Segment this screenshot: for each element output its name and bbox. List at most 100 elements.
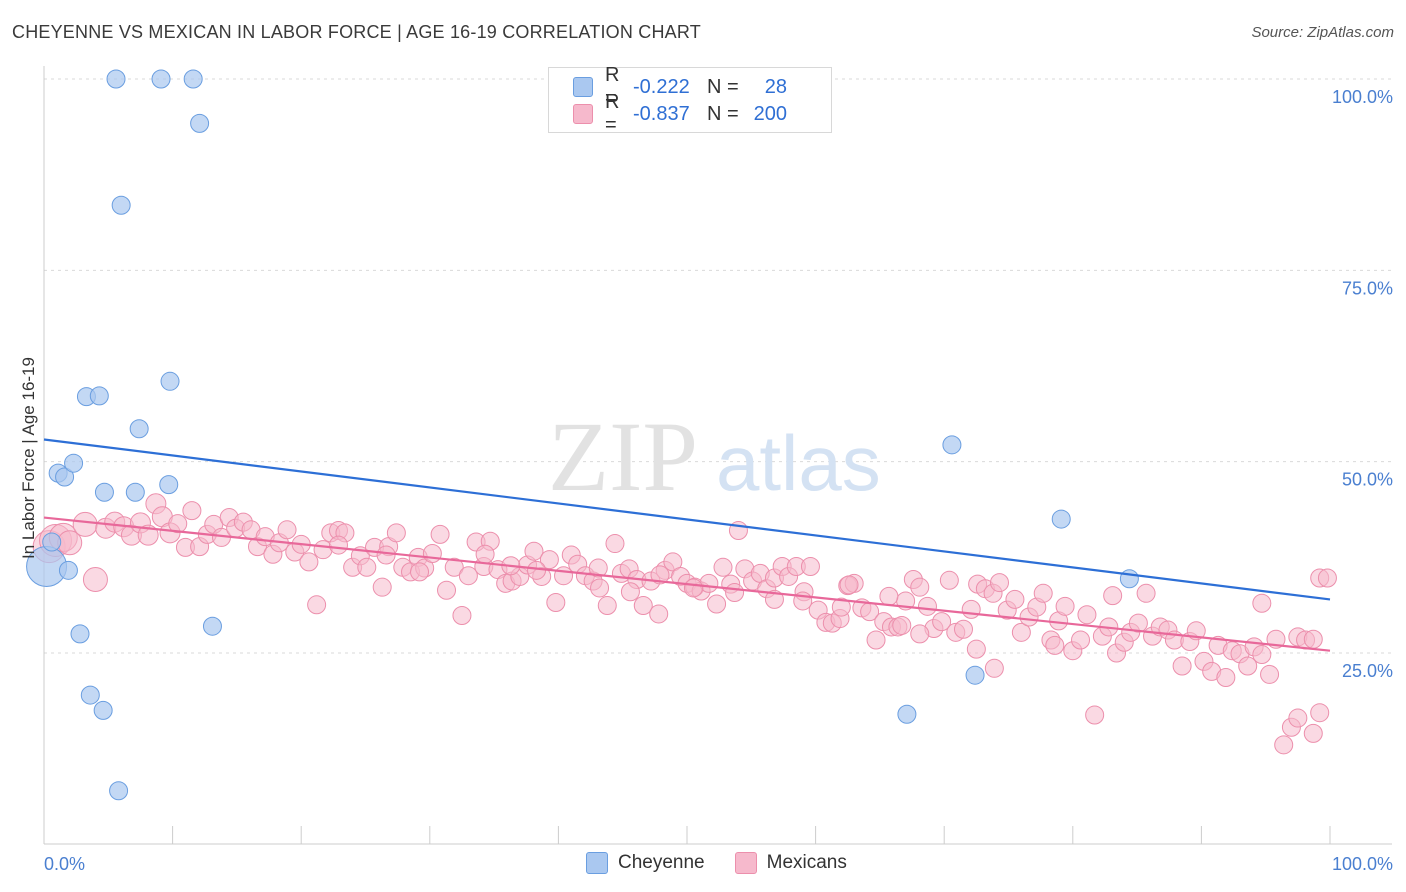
mexicans-point — [422, 544, 442, 564]
mexicans-point — [800, 557, 820, 577]
mexicans-point — [831, 597, 851, 617]
legend-row-cheyenne: R = -0.222 N = 28 — [573, 64, 787, 109]
mexicans-trend-line — [43, 516, 1331, 652]
cheyenne-point — [897, 704, 917, 724]
mexicans-point — [683, 578, 703, 598]
mexicans-point — [989, 573, 1009, 593]
r-value: -0.222 — [633, 75, 690, 98]
mexicans-point — [1238, 656, 1258, 676]
mexicans-point — [527, 560, 547, 580]
mexicans-point — [1260, 664, 1280, 684]
mexicans-point — [1136, 583, 1156, 603]
x-tick-label: 100.0% — [1332, 854, 1393, 874]
mexicans-point — [299, 552, 319, 572]
cheyenne-point — [58, 560, 78, 580]
watermark: ZIP atlas — [548, 401, 881, 512]
legend-label-cheyenne: Cheyenne — [618, 852, 705, 873]
cheyenne-point — [55, 467, 75, 487]
cheyenne-point — [80, 685, 100, 705]
mexicans-points — [32, 493, 1337, 755]
watermark-zip: ZIP — [548, 401, 698, 512]
cheyenne-point — [202, 616, 222, 636]
cheyenne-point — [190, 113, 210, 133]
mexicans-point — [1071, 630, 1091, 650]
cheyenne-points — [26, 69, 1139, 801]
mexicans-point — [866, 630, 886, 650]
cheyenne-point — [1119, 569, 1139, 589]
mexicans-point — [917, 596, 937, 616]
cheyenne-point — [151, 69, 171, 89]
correlation-legend: R = -0.222 N = 28 R = -0.837 N = 200 — [548, 64, 832, 136]
mexicans-point — [1303, 723, 1323, 743]
y-tick-label: 75.0% — [1342, 278, 1393, 298]
cheyenne-point — [160, 371, 180, 391]
mexicans-point — [182, 501, 202, 521]
y-tick-label: 50.0% — [1342, 470, 1393, 490]
r-label: R = — [605, 91, 620, 136]
mexicans-point — [961, 599, 981, 619]
mexicans-point — [376, 545, 396, 565]
mexicans-point — [932, 612, 952, 632]
cheyenne-point — [93, 700, 113, 720]
mexicans-point — [430, 524, 450, 544]
mexicans-point — [386, 523, 406, 543]
mexicans-point — [966, 639, 986, 659]
cheyenne-point — [125, 482, 145, 502]
tick-labels: 25.0% 50.0% 75.0% 100.0% 0.0% 100.0% — [44, 87, 1393, 874]
mexicans-point — [546, 592, 566, 612]
mexicans-point — [307, 595, 327, 615]
cheyenne-point — [965, 665, 985, 685]
r-value: -0.837 — [633, 102, 690, 125]
mexicans-point — [1033, 583, 1053, 603]
mexicans-point — [328, 535, 348, 555]
n-value: 28 — [764, 75, 787, 98]
mexicans-point — [939, 570, 959, 590]
mexicans-point — [524, 541, 544, 561]
mexicans-point — [1128, 613, 1148, 633]
mexicans-point — [539, 550, 559, 570]
mexicans-point — [1317, 568, 1337, 588]
legend-item-mexicans: Mexicans — [734, 852, 847, 874]
cheyenne-point — [1051, 509, 1071, 529]
mexicans-point — [910, 577, 930, 597]
cheyenne-point — [64, 453, 84, 473]
cheyenne-point — [159, 475, 179, 495]
cheyenne-point — [183, 69, 203, 89]
mexicans-point — [620, 582, 640, 602]
mexicans-point — [437, 580, 457, 600]
mexicans-point — [372, 577, 392, 597]
mexicans-point — [892, 615, 912, 635]
n-label: N = — [707, 102, 739, 125]
legend-label-mexicans: Mexicans — [766, 852, 847, 873]
cheyenne-swatch — [573, 77, 593, 97]
r-label: R = — [605, 64, 620, 109]
mexicans-point — [910, 624, 930, 644]
mexicans-point — [1172, 656, 1192, 676]
mexicans-point — [1055, 596, 1075, 616]
cheyenne-point — [42, 532, 62, 552]
mexicans-point — [452, 605, 472, 625]
mexicans-point — [1011, 622, 1031, 642]
cheyenne-point — [94, 482, 114, 502]
mexicans-point — [725, 583, 745, 603]
mexicans-point — [1274, 735, 1294, 755]
mexicans-point — [650, 565, 670, 585]
mexicans-swatch — [734, 852, 757, 874]
mexicans-point — [588, 558, 608, 578]
mexicans-swatch — [573, 104, 593, 124]
legend-item-cheyenne: Cheyenne — [586, 852, 705, 874]
watermark-atlas: atlas — [716, 419, 881, 507]
mexicans-point — [1252, 645, 1272, 665]
y-tick-label: 25.0% — [1342, 661, 1393, 681]
mexicans-point — [764, 589, 784, 609]
mexicans-point — [1288, 708, 1308, 728]
series-legend: Cheyenne Mexicans — [586, 852, 877, 874]
mexicans-point — [1252, 593, 1272, 613]
mexicans-point — [590, 578, 610, 598]
cheyenne-point — [70, 624, 90, 644]
mexicans-point — [1045, 635, 1065, 655]
cheyenne-point — [129, 419, 149, 439]
chart-title: CHEYENNE VS MEXICAN IN LABOR FORCE | AGE… — [12, 22, 701, 42]
source-credit: Source: ZipAtlas.com — [1251, 24, 1394, 41]
